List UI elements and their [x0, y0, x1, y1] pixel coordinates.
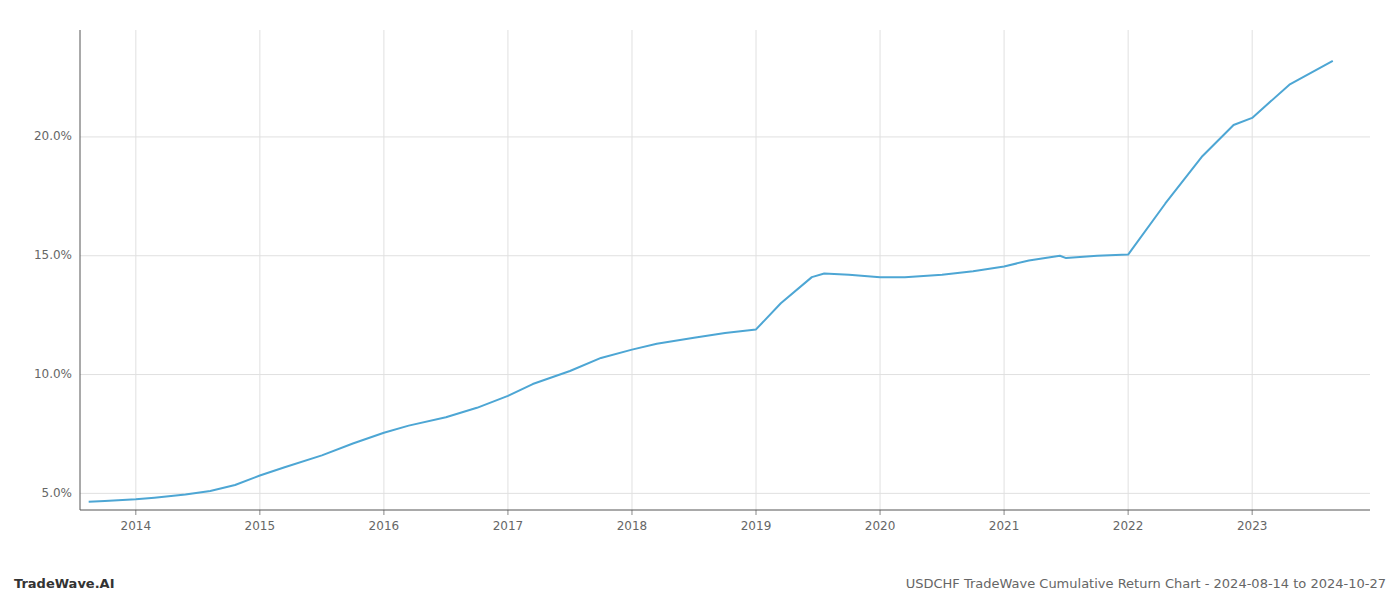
x-tick [631, 510, 632, 515]
x-axis-line [80, 510, 1370, 511]
annotation: TradeWave.AI [14, 576, 115, 591]
y-axis-line [80, 30, 81, 510]
x-grid-line [1004, 30, 1005, 510]
x-tick-label: 2014 [121, 519, 152, 533]
y-tick-label: 10.0% [34, 367, 72, 381]
chart-container: 5.0% 10.0% 15.0% 20.0% 2014 2015 2016 2017 2018 2… [0, 0, 1400, 600]
axes: 5.0% 10.0% 15.0% 20.0% 2014 2015 2016 2017 2018 2… [34, 30, 1370, 533]
x-tick-label: 2023 [1237, 519, 1268, 533]
x-tick [756, 510, 757, 515]
line [89, 61, 1333, 502]
x-tick-label: 2022 [1113, 519, 1144, 533]
x-tick-label: 2016 [369, 519, 400, 533]
chart-svg: 5.0% 10.0% 15.0% 20.0% 2014 2015 2016 2017 2018 2… [0, 0, 1400, 600]
x-tick [1252, 510, 1253, 515]
x-tick-label: 2018 [617, 519, 648, 533]
x-grid-line [383, 30, 384, 510]
x-grid-line [507, 30, 508, 510]
y-tick-label: 20.0% [34, 129, 72, 143]
x-tick-label: 2021 [989, 519, 1020, 533]
x-grid-line [1252, 30, 1253, 510]
x-grid-line [756, 30, 757, 510]
y-grid-line [80, 493, 1370, 494]
x-tick [880, 510, 881, 515]
x-grid-line [259, 30, 260, 510]
x-tick-label: 2020 [865, 519, 896, 533]
x-tick [135, 510, 136, 515]
x-tick-label: 2017 [493, 519, 524, 533]
x-tick [259, 510, 260, 515]
x-grid-line [880, 30, 881, 510]
x-tick [507, 510, 508, 515]
x-tick [1004, 510, 1005, 515]
plot-area [89, 61, 1333, 502]
y-tick-label: 15.0% [34, 248, 72, 262]
y-tick-label: 5.0% [42, 486, 73, 500]
x-tick-label: 2019 [741, 519, 772, 533]
x-grid-line [631, 30, 632, 510]
footer: TradeWave.AI USDCHF TradeWave Cumulative … [14, 576, 1386, 591]
x-grid-line [1128, 30, 1129, 510]
x-tick-label: 2015 [245, 519, 276, 533]
grid [80, 30, 1370, 510]
title: USDCHF TradeWave Cumulative Return Chart… [906, 576, 1386, 591]
y-grid-line [80, 374, 1370, 375]
x-tick [1128, 510, 1129, 515]
x-tick [383, 510, 384, 515]
y-grid-line [80, 136, 1370, 137]
x-grid-line [135, 30, 136, 510]
y-grid-line [80, 255, 1370, 256]
